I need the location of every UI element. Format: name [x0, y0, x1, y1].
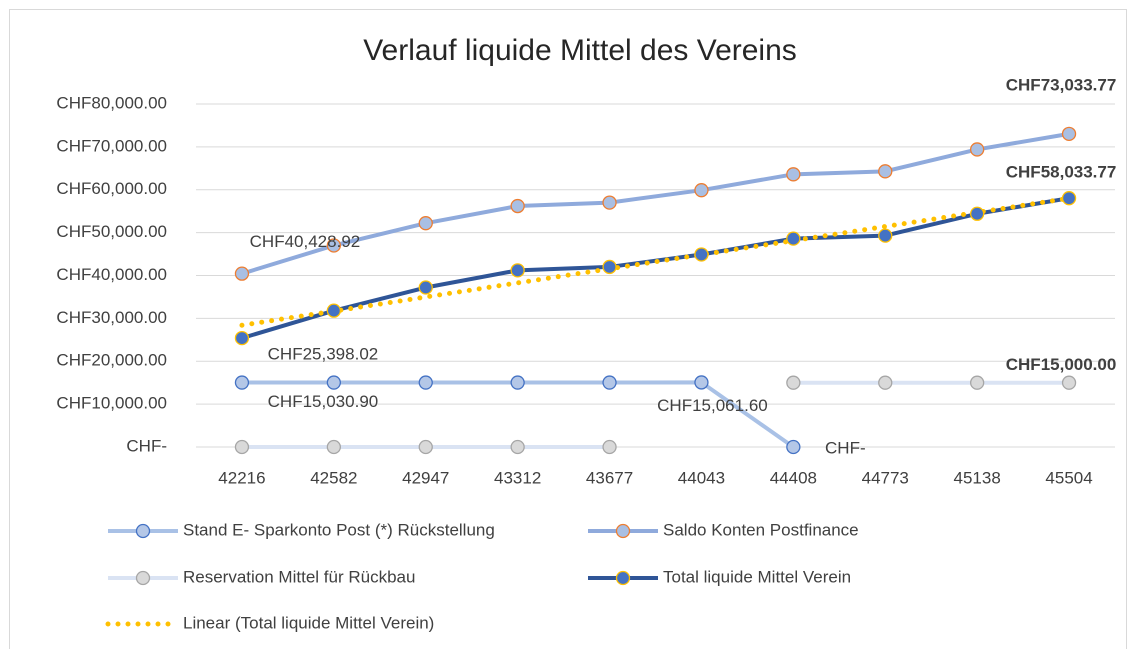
x-tick-label: 42216: [218, 468, 265, 487]
y-tick-label: CHF70,000.00: [56, 136, 167, 155]
legend-marker: [135, 523, 151, 539]
data-label: CHF25,398.02: [268, 345, 379, 364]
marker: [418, 280, 433, 295]
data-label: CHF15,000.00: [1006, 355, 1117, 374]
marker: [602, 375, 617, 390]
legend-marker: [615, 570, 631, 586]
marker: [326, 238, 342, 253]
data-label: CHF58,033.77: [1006, 163, 1117, 182]
y-tick-label: CHF10,000.00: [56, 394, 167, 413]
marker: [234, 375, 250, 390]
data-label: CHF73,033.77: [1006, 75, 1117, 94]
marker: [602, 195, 617, 210]
x-tick-label: 45138: [954, 468, 1001, 487]
marker: [510, 263, 525, 278]
legend-marker: [135, 570, 151, 586]
y-tick-label: CHF30,000.00: [56, 308, 167, 327]
x-tick-label: 43312: [494, 468, 541, 487]
marker: [970, 142, 985, 157]
y-tick-label: CHF20,000.00: [56, 351, 167, 370]
marker: [694, 183, 709, 198]
legend-label: Saldo Konten Postfinance: [663, 520, 859, 539]
marker: [602, 439, 617, 455]
legend-label: Linear (Total liquide Mittel Verein): [183, 613, 434, 632]
x-tick-label: 43677: [586, 468, 633, 487]
data-label: CHF-: [825, 438, 866, 457]
legend-label: Reservation Mittel für Rückbau: [183, 567, 415, 586]
marker: [510, 439, 525, 455]
series-line: [239, 195, 1072, 328]
legend-marker: [615, 523, 631, 539]
marker: [510, 375, 525, 390]
marker: [602, 259, 617, 275]
marker: [878, 375, 893, 390]
marker: [786, 167, 801, 182]
marker: [234, 266, 250, 281]
marker: [234, 439, 250, 455]
chart-title: Verlauf liquide Mittel des Vereins: [363, 34, 797, 67]
marker: [326, 439, 342, 455]
data-label: CHF15,061.60: [657, 396, 768, 415]
data-label: CHF15,030.90: [268, 392, 379, 411]
marker: [326, 303, 342, 318]
marker: [510, 198, 525, 214]
x-tick-label: 44408: [770, 468, 817, 487]
y-tick-label: CHF60,000.00: [56, 179, 167, 198]
y-tick-label: CHF40,000.00: [56, 265, 167, 284]
marker: [326, 375, 342, 390]
x-tick-label: 42582: [310, 468, 357, 487]
x-tick-label: 44773: [862, 468, 909, 487]
marker: [418, 439, 433, 455]
x-tick-label: 42947: [402, 468, 449, 487]
marker: [694, 247, 709, 262]
marker: [418, 375, 433, 390]
marker: [786, 439, 801, 455]
legend-label: Stand E- Sparkonto Post (*) Rückstellung: [183, 520, 495, 539]
marker: [234, 330, 250, 346]
chart-border: [9, 9, 1127, 649]
y-tick-label: CHF50,000.00: [56, 222, 167, 241]
x-tick-label: 44043: [678, 468, 725, 487]
series-line: [241, 131, 1070, 276]
marker: [1061, 191, 1077, 206]
x-tick-label: 45504: [1045, 468, 1092, 487]
marker: [970, 206, 985, 221]
y-tick-label: CHF-: [126, 436, 167, 455]
marker: [878, 228, 893, 243]
y-tick-label: CHF80,000.00: [56, 93, 167, 112]
data-label: CHF40,428.92: [250, 232, 361, 251]
legend-label: Total liquide Mittel Verein: [663, 567, 851, 586]
marker: [786, 375, 801, 390]
marker: [1061, 375, 1077, 390]
marker: [878, 164, 893, 179]
marker: [694, 375, 709, 390]
marker: [418, 216, 433, 231]
marker: [786, 231, 801, 246]
marker: [1061, 126, 1077, 142]
marker: [970, 375, 985, 390]
